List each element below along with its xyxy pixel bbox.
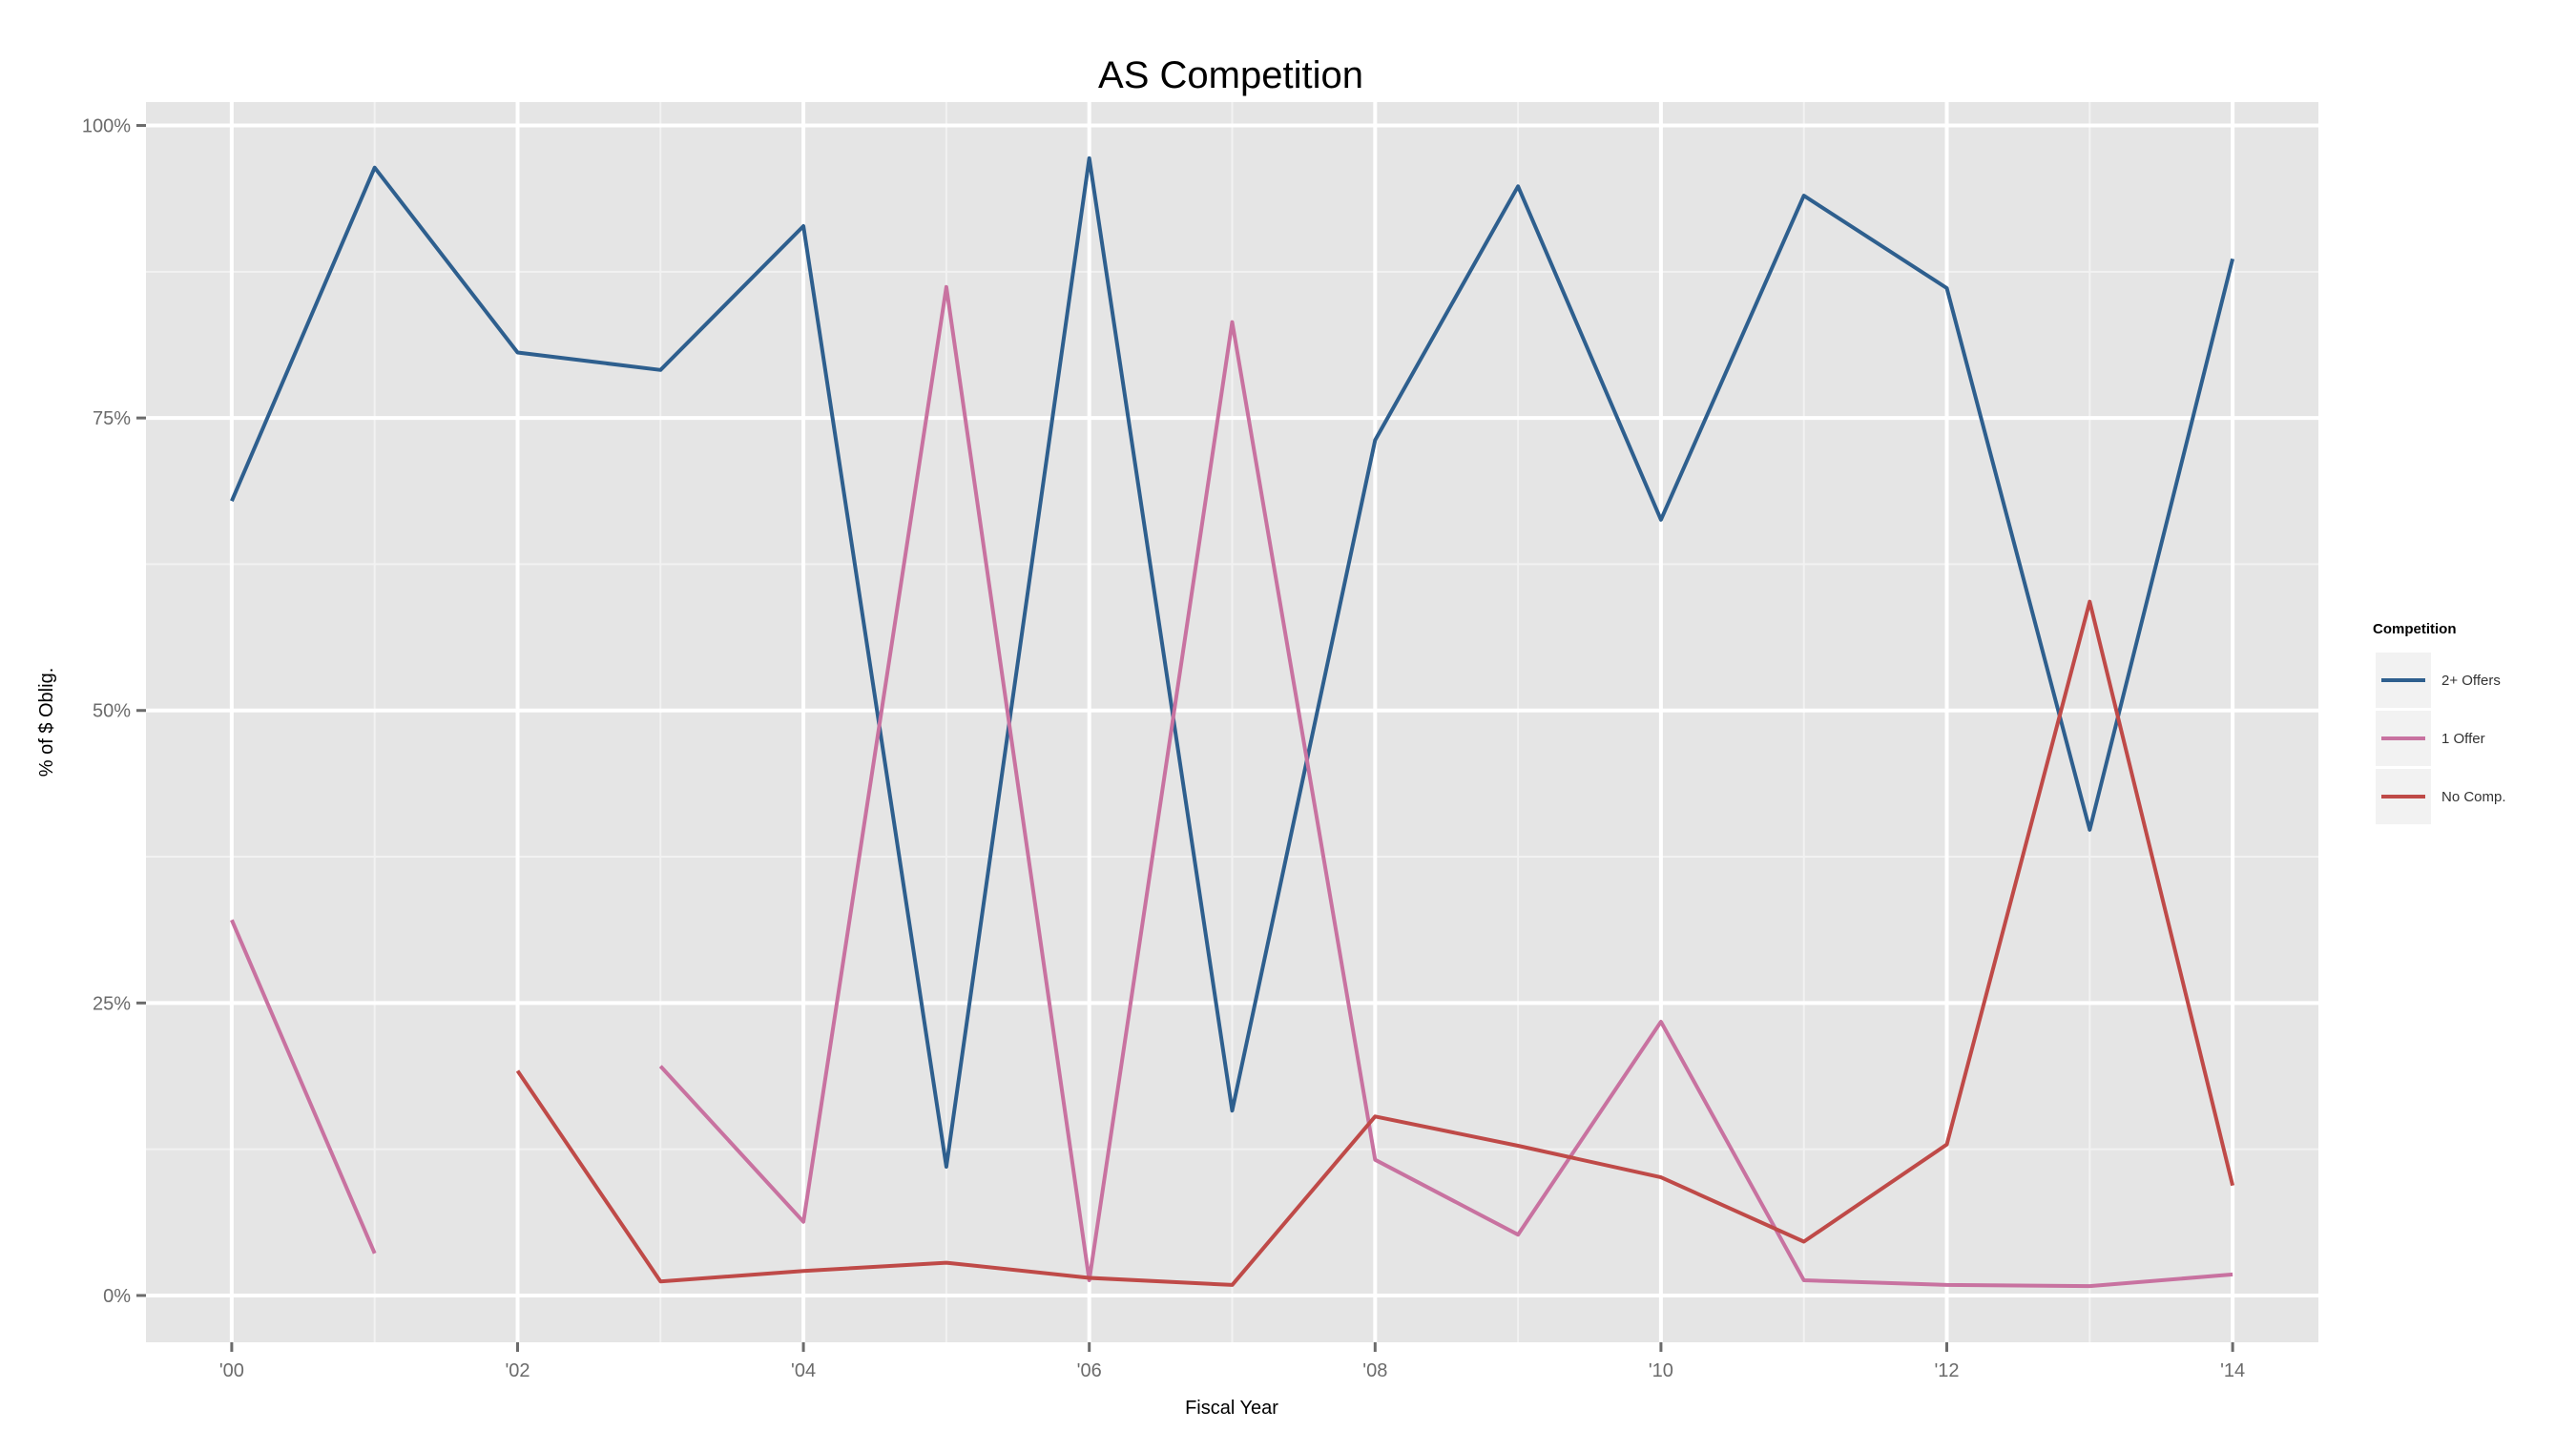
y-tick-label: 100%	[82, 116, 131, 137]
x-tick-label: '08	[1362, 1360, 1387, 1381]
legend-label-no-comp: No Comp.	[2441, 789, 2506, 805]
x-tick-label: '06	[1077, 1360, 1102, 1381]
series-line-no-comp	[515, 599, 2235, 1287]
x-tick-label: '12	[1934, 1360, 1959, 1381]
chart-title: AS Competition	[1098, 54, 1363, 96]
series-lines	[230, 156, 2235, 1289]
series-line-2-offers	[230, 156, 2235, 1169]
x-axis-title: Fiscal Year	[1185, 1398, 1278, 1419]
gridlines	[146, 102, 2318, 1342]
x-tick-label: '02	[505, 1360, 530, 1381]
y-tick-label: 0%	[103, 1286, 131, 1307]
axes: 0% 25% 50% 75% 100% '00 '02 '04 '06 '08 '10 '12 '14	[82, 116, 2245, 1381]
y-tick-label: 50%	[93, 701, 131, 722]
legend-title: Competition	[2373, 621, 2457, 637]
legend-label-2-offers: 2+ Offers	[2441, 673, 2501, 689]
series-line-1-offer	[230, 284, 2233, 1289]
legend: Competition 2+ Offers 1 Offer No Comp.	[2373, 621, 2506, 824]
x-tick-label: '10	[1649, 1360, 1673, 1381]
y-tick-label: 25%	[93, 993, 131, 1014]
x-tick-label: '14	[2220, 1360, 2245, 1381]
legend-label-1-offer: 1 Offer	[2441, 731, 2485, 747]
x-tick-label: '04	[791, 1360, 816, 1381]
y-axis-title: % of $ Oblig.	[36, 668, 57, 778]
y-tick-label: 75%	[93, 408, 131, 429]
x-tick-label: '00	[219, 1360, 244, 1381]
